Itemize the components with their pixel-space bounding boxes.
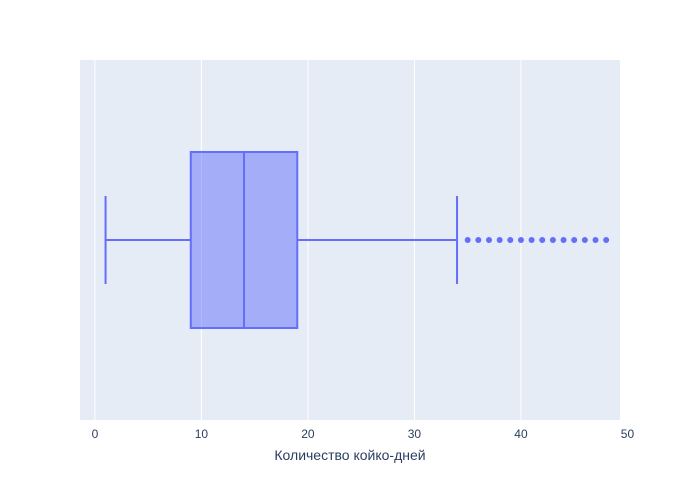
x-tick-label: 20	[301, 427, 315, 441]
outlier-point	[592, 237, 599, 243]
outlier-point	[560, 237, 567, 243]
outlier-point	[603, 237, 610, 243]
x-tick-label: 50	[621, 427, 635, 441]
outlier-point	[475, 237, 482, 243]
outlier-point	[528, 237, 535, 243]
outlier-point	[496, 237, 503, 243]
outlier-point	[485, 237, 492, 243]
x-axis-ticks: 0 10 20 30 40 50	[92, 427, 635, 441]
outlier-point	[464, 237, 471, 243]
x-tick-label: 0	[92, 427, 99, 441]
outlier-point	[581, 237, 588, 243]
outlier-point	[517, 237, 524, 243]
x-tick-label: 40	[514, 427, 528, 441]
x-axis-title: Количество койко-дней	[274, 447, 425, 463]
outlier-point	[539, 237, 546, 243]
x-tick-label: 30	[408, 427, 422, 441]
outlier-point	[507, 237, 514, 243]
box-trace	[104, 151, 610, 329]
outlier-point	[571, 237, 578, 243]
x-tick-label: 10	[195, 427, 209, 441]
outlier-point	[549, 237, 556, 243]
